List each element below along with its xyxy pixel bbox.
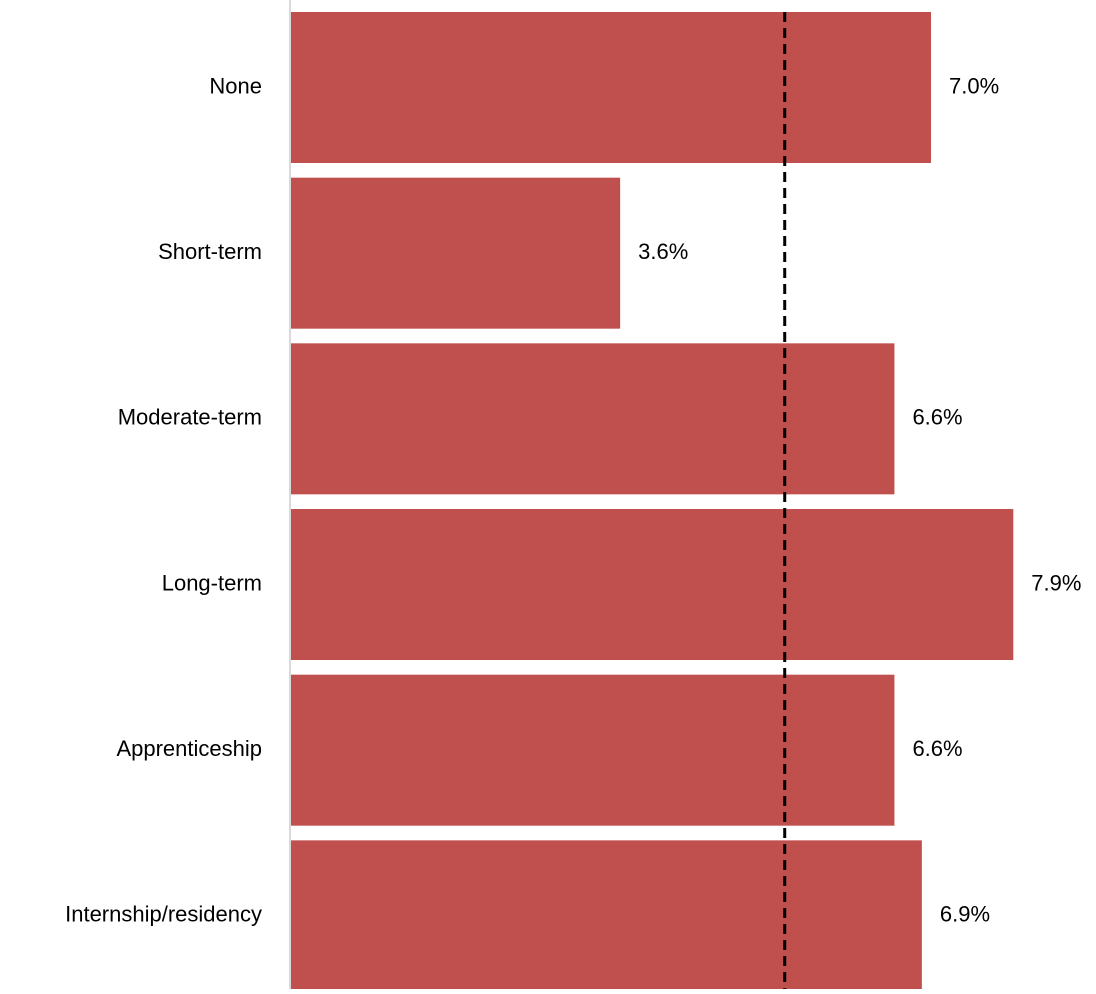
value-label-2: 6.6%: [912, 405, 962, 430]
bar-5: [291, 840, 922, 992]
value-label-5: 6.9%: [940, 902, 990, 927]
category-label-4: Apprenticeship: [116, 736, 262, 761]
bar-2: [291, 343, 895, 495]
category-label-0: None: [209, 73, 262, 98]
bar-3: [291, 509, 1014, 661]
value-label-4: 6.6%: [912, 736, 962, 761]
category-label-3: Long-term: [162, 570, 262, 595]
value-label-0: 7.0%: [949, 73, 999, 98]
category-label-5: Internship/residency: [65, 902, 262, 927]
bar-0: [291, 12, 932, 163]
value-label-3: 7.9%: [1031, 570, 1081, 595]
category-label-1: Short-term: [158, 239, 262, 264]
category-label-2: Moderate-term: [118, 405, 262, 430]
bar-4: [291, 674, 895, 826]
value-label-1: 3.6%: [638, 239, 688, 264]
bar-1: [291, 177, 621, 329]
